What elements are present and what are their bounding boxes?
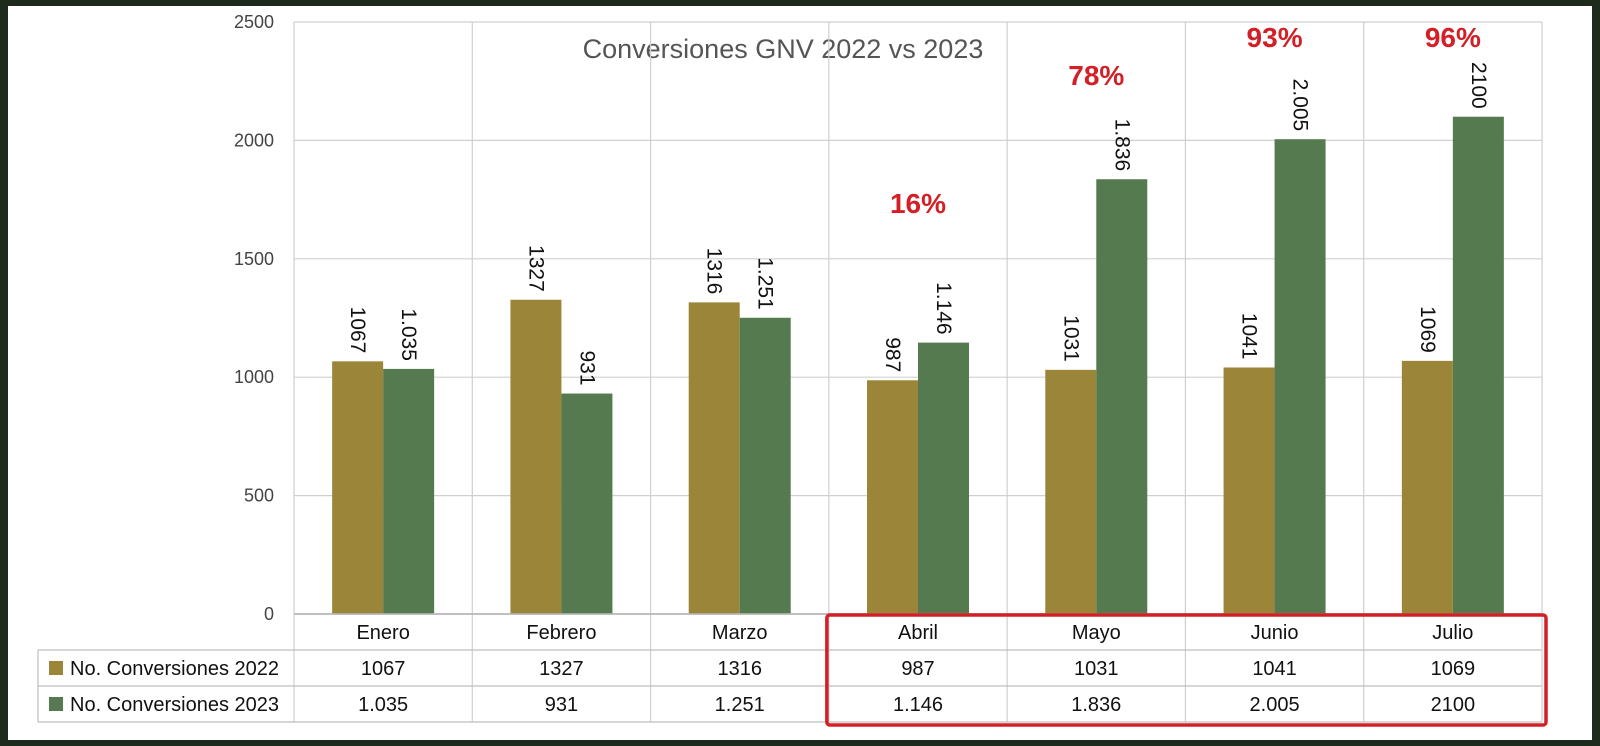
category-label: Junio: [1251, 622, 1299, 644]
y-tick-label: 2500: [234, 12, 274, 32]
bar-2023: [1096, 179, 1148, 614]
percent-annotation: 96%: [1425, 22, 1481, 53]
bar-2022: [1223, 367, 1275, 614]
data-label: 1316: [703, 248, 726, 295]
data-label: 1031: [1059, 315, 1082, 362]
table-cell: 1316: [717, 658, 762, 680]
data-label: 1.836: [1110, 119, 1133, 172]
table-cell: 1.146: [893, 694, 943, 716]
percent-annotation: 16%: [890, 188, 946, 219]
bar-2023: [383, 368, 435, 614]
category-label: Enero: [356, 622, 409, 644]
bar-2022: [867, 380, 918, 614]
y-tick-label: 2000: [234, 130, 274, 150]
bar-2022: [688, 302, 740, 614]
data-label: 2100: [1467, 62, 1490, 109]
data-label: 1067: [346, 307, 369, 354]
table-cell: 1067: [361, 658, 406, 680]
bar-2023: [918, 342, 969, 614]
bar-2023: [561, 393, 613, 614]
percent-annotation: 78%: [1068, 60, 1124, 91]
category-label: Mayo: [1072, 622, 1121, 644]
data-label: 987: [881, 337, 904, 372]
bar-2023: [1274, 139, 1326, 614]
y-tick-label: 0: [264, 604, 274, 624]
data-label: 1.146: [932, 282, 955, 335]
chart-frame: Conversiones GNV 2022 vs 2023 0 500 1000 15…: [8, 6, 1592, 740]
data-label: 2.005: [1289, 79, 1312, 132]
y-tick-label: 1500: [234, 249, 274, 269]
y-tick-label: 500: [244, 486, 274, 506]
table-cell: 1.251: [715, 694, 765, 716]
chart-title: Conversiones GNV 2022 vs 2023: [583, 34, 984, 64]
bar-2023: [1452, 116, 1504, 614]
table-cell: 1.035: [358, 694, 408, 716]
category-label: Abril: [898, 622, 938, 644]
category-label: Febrero: [526, 622, 596, 644]
table-cell: 987: [901, 658, 934, 680]
y-tick-label: 1000: [234, 367, 274, 387]
category-label: Julio: [1432, 622, 1473, 644]
table-cell: 1.836: [1071, 694, 1121, 716]
data-label: 931: [575, 350, 598, 385]
bar-chart: Conversiones GNV 2022 vs 2023 0 500 1000 15…: [37, 12, 1548, 727]
data-label: 1327: [524, 245, 547, 292]
legend-label: No. Conversiones 2023: [70, 694, 279, 716]
bar-2022: [1401, 360, 1453, 614]
highlight-box: [825, 613, 1548, 727]
bar-2022: [1045, 369, 1097, 614]
table-cell: 2.005: [1250, 694, 1300, 716]
legend-key-2023: [49, 697, 63, 711]
category-label: Marzo: [712, 622, 768, 644]
table-cell: 1041: [1252, 658, 1297, 680]
table-cell: 931: [545, 694, 578, 716]
legend-label: No. Conversiones 2022: [70, 658, 279, 680]
bars: [332, 116, 1504, 614]
data-label: 1.035: [397, 308, 420, 361]
table-cell: 1327: [539, 658, 584, 680]
bar-2023: [739, 317, 791, 614]
percent-annotation: 93%: [1247, 22, 1303, 53]
table-cell: 1031: [1074, 658, 1119, 680]
legend-key-2022: [49, 661, 63, 675]
data-label: 1041: [1238, 313, 1261, 360]
data-label: 1.251: [754, 257, 777, 310]
table-cell: 2100: [1431, 694, 1476, 716]
bar-2022: [510, 299, 562, 614]
table-cell: 1069: [1431, 658, 1476, 680]
gridlines: [293, 21, 1543, 722]
bar-2022: [332, 361, 384, 614]
data-label: 1069: [1416, 306, 1439, 353]
